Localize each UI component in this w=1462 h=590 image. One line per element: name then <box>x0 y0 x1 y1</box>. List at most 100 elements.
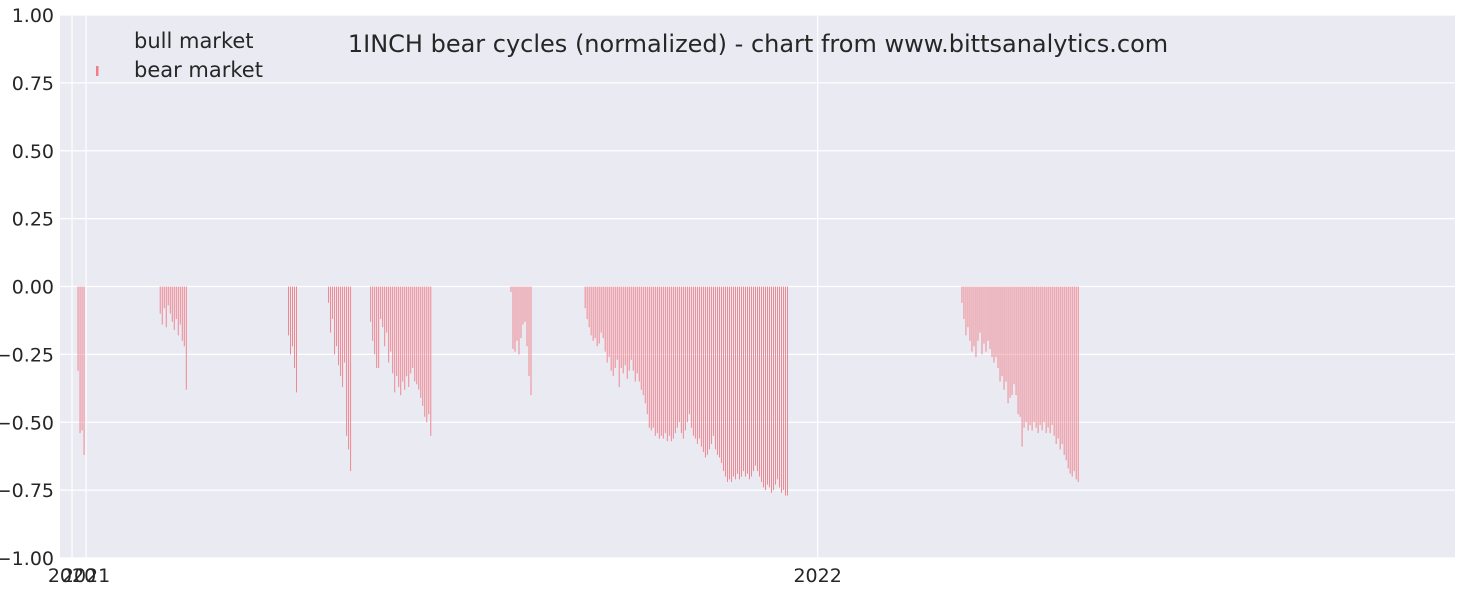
bear-bar <box>763 286 764 488</box>
bear-bar <box>342 286 344 387</box>
bear-bar <box>735 286 736 480</box>
bear-bar <box>773 286 774 491</box>
grid-lines <box>60 14 1455 559</box>
bear-bar <box>775 286 776 485</box>
bear-bar <box>165 286 167 328</box>
bear-bar <box>1001 286 1003 377</box>
bear-bar <box>991 286 993 358</box>
bear-bar <box>604 286 606 352</box>
bear-bar <box>376 286 378 368</box>
bear-bar <box>392 286 394 374</box>
y-tick-label: 0.75 <box>12 73 54 95</box>
bear-bar <box>1053 286 1055 436</box>
bear-bar <box>384 286 386 347</box>
bear-bar <box>1061 286 1063 444</box>
bear-bar <box>664 286 666 434</box>
bear-bar <box>965 286 967 336</box>
bear-bar <box>1065 286 1067 461</box>
bear-bar <box>1071 286 1073 477</box>
bear-bar <box>765 286 766 491</box>
bear-bar <box>1037 286 1039 434</box>
bear-bar <box>346 286 348 436</box>
bear-bar <box>616 286 618 360</box>
bear-bar <box>330 286 332 333</box>
bear-bar <box>1009 286 1011 398</box>
bear-bar <box>781 286 782 493</box>
bear-bar <box>644 286 646 404</box>
bear-bar <box>398 286 400 387</box>
legend-bear-swatch <box>96 66 99 76</box>
bear-bar <box>745 286 746 477</box>
bear-bar <box>698 286 700 439</box>
bear-bar <box>658 286 660 439</box>
y-tick-label: −0.75 <box>0 480 54 502</box>
bear-bar <box>185 286 187 390</box>
bear-bar <box>1003 286 1005 390</box>
bear-bar <box>787 286 789 496</box>
bear-bar <box>733 286 734 477</box>
bear-bar <box>328 286 330 303</box>
bear-bar <box>181 286 183 341</box>
bear-bar <box>334 286 336 355</box>
y-tick-label: 0.00 <box>12 277 54 299</box>
bear-bar <box>516 286 518 341</box>
bear-bar <box>720 286 722 463</box>
bear-bar <box>1039 286 1041 425</box>
bear-bar <box>730 286 732 482</box>
bear-bar <box>594 286 596 339</box>
bear-bar <box>1059 286 1061 450</box>
y-axis-ticks: 1.00 0.75 0.50 0.25 0.00 −0.25 −0.50 −0.75 −1.00 <box>0 5 54 570</box>
y-tick-label: 0.50 <box>12 141 54 163</box>
bear-bar <box>702 286 704 453</box>
bear-bar <box>714 286 716 450</box>
bear-bar <box>1051 286 1053 425</box>
bear-bar <box>388 286 390 363</box>
bear-bar <box>614 286 616 368</box>
bear-bar <box>1027 286 1029 431</box>
bear-bar <box>1017 286 1019 415</box>
bear-bar <box>428 286 430 415</box>
bear-bar <box>718 286 720 458</box>
bear-bar <box>412 286 414 368</box>
bear-bar <box>1023 286 1025 428</box>
bear-bar <box>967 286 969 328</box>
bear-bar <box>1013 286 1015 385</box>
y-tick-label: −1.00 <box>0 548 54 570</box>
bear-bar <box>430 286 432 436</box>
bear-bar <box>588 286 590 328</box>
bear-bar <box>159 286 161 314</box>
bear-bar <box>1073 286 1075 472</box>
bear-bar <box>739 286 740 480</box>
bear-bar <box>779 286 780 488</box>
bear-bar <box>722 286 724 472</box>
bear-bar <box>769 286 770 488</box>
bear-bar <box>632 286 634 371</box>
bear-bar <box>993 286 995 363</box>
bear-bar <box>1005 286 1007 382</box>
bear-bar <box>630 286 632 360</box>
bear-bar <box>646 286 648 415</box>
bear-bar <box>380 286 382 320</box>
bear-bar <box>1043 286 1045 423</box>
bear-bar <box>288 286 289 336</box>
bear-bar <box>374 286 376 355</box>
bear-bar <box>410 286 412 374</box>
bear-bar <box>973 286 975 347</box>
bear-bar <box>514 286 516 352</box>
bear-bar <box>528 286 530 377</box>
bear-bar <box>620 286 622 368</box>
bear-bar <box>408 286 410 387</box>
bear-bar <box>290 286 291 355</box>
bear-bar <box>688 286 690 415</box>
bear-bar <box>1031 286 1033 431</box>
bear-bar <box>995 286 997 358</box>
bear-bar <box>510 286 512 292</box>
bear-bar <box>602 286 604 339</box>
bear-bar <box>610 286 612 371</box>
bear-bar <box>612 286 614 377</box>
legend-bull-market: bull market <box>134 29 254 53</box>
bear-bar <box>378 286 380 368</box>
bear-bar <box>418 286 420 390</box>
bear-bar <box>584 286 586 309</box>
